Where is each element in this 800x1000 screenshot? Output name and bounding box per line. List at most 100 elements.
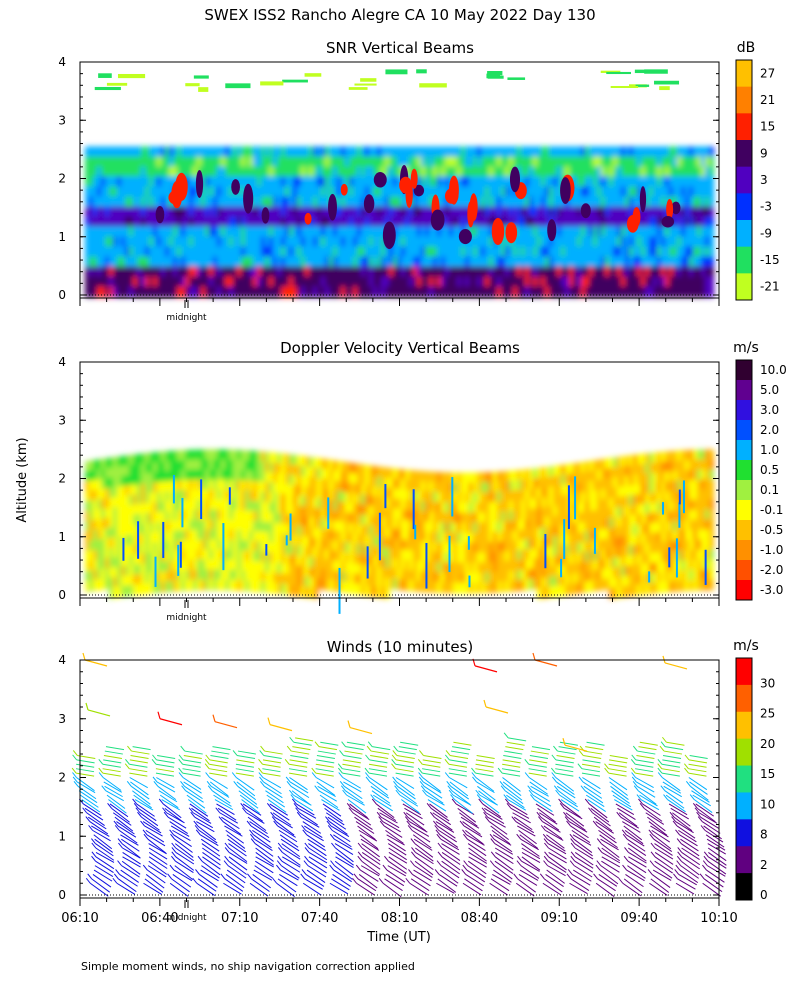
snr-cell [485, 166, 490, 178]
velocity-cell [441, 552, 446, 564]
snr-cell [109, 146, 114, 158]
velocity-cell [353, 533, 358, 545]
velocity-cell [473, 582, 478, 594]
velocity-cell [113, 467, 118, 479]
snr-cell [693, 216, 698, 228]
snr-cell [669, 186, 674, 198]
snr-cell [337, 196, 342, 208]
velocity-cell [705, 459, 710, 471]
velocity-cell [233, 569, 238, 581]
velocity-cell [681, 510, 686, 522]
snr-panel-title: SNR Vertical Beams [326, 39, 474, 57]
velocity-cell [317, 528, 322, 540]
snr-cell [149, 176, 154, 188]
velocity-cell [533, 558, 538, 570]
velocity-cell [305, 476, 310, 488]
snr-cell [673, 176, 678, 188]
snr-cell [257, 186, 262, 198]
velocity-cell [241, 470, 246, 482]
snr-cell [437, 196, 442, 208]
velocity-cell [365, 585, 370, 597]
snr-cell [249, 206, 254, 218]
velocity-cell [197, 489, 202, 501]
velocity-cell [317, 578, 322, 590]
velocity-cell [221, 479, 226, 491]
snr-cell [165, 226, 170, 238]
snr-cell [677, 206, 682, 218]
snr-cell [249, 156, 254, 168]
snr-cell [545, 156, 550, 168]
snr-cell [669, 256, 674, 268]
velocity-cell [193, 489, 198, 501]
snr-cell [613, 196, 618, 208]
velocity-cell [101, 518, 106, 530]
velocity-cell [373, 516, 378, 528]
velocity-cell [321, 518, 326, 530]
velocity-cell [669, 561, 674, 573]
snr-cell [429, 226, 434, 238]
velocity-cell [181, 500, 186, 512]
velocity-cell [493, 531, 498, 543]
velocity-cell [337, 511, 342, 523]
snr-cell [533, 226, 538, 238]
velocity-cell [641, 493, 646, 505]
snr-cell [289, 186, 294, 198]
velocity-cell [437, 492, 442, 504]
snr-cell [117, 196, 122, 208]
snr-cell [417, 236, 422, 248]
snr-cell [693, 146, 698, 158]
velocity-cell [265, 581, 270, 593]
snr-upper-echo [659, 86, 670, 91]
velocity-cell [229, 539, 234, 551]
snr-cell [189, 276, 194, 288]
snr-cell [665, 286, 670, 298]
snr-cell [125, 246, 130, 258]
snr-cell [293, 236, 298, 248]
snr-cell [361, 196, 366, 208]
snr-cell [137, 276, 142, 288]
velocity-cell [189, 509, 194, 521]
wind-barb-shaft [116, 882, 136, 895]
snr-cell [557, 226, 562, 238]
snr-cell [417, 226, 422, 238]
wind-barb-shaft [142, 821, 162, 834]
wind-barb [82, 807, 105, 826]
snr-cell [393, 166, 398, 178]
velocity-cell [437, 512, 442, 524]
velocity-cell [297, 505, 302, 517]
snr-cell [301, 216, 306, 228]
snr-cell [241, 236, 246, 248]
snr-cell [605, 156, 610, 168]
snr-cell [93, 236, 98, 248]
snr-cell [229, 256, 234, 268]
velocity-cell [305, 486, 310, 498]
velocity-cell [225, 559, 230, 571]
snr-cell [457, 216, 462, 228]
snr-cell [621, 256, 626, 268]
velocity-cell [349, 492, 354, 504]
snr-cell [669, 176, 674, 188]
snr-cell [533, 216, 538, 228]
snr-cell [461, 196, 466, 208]
velocity-cell [621, 556, 626, 568]
snr-cell [649, 216, 654, 228]
wind-barb [135, 807, 159, 827]
wind-barb-flag [142, 829, 148, 836]
snr-cell [501, 186, 506, 198]
snr-cell [521, 196, 526, 208]
snr-cell [313, 196, 318, 208]
snr-cell [585, 216, 590, 228]
snr-cell [109, 216, 114, 228]
snr-cell [529, 176, 534, 188]
velocity-cell [97, 529, 102, 541]
snr-cell [621, 206, 626, 218]
velocity-cell [709, 469, 714, 481]
velocity-cell [649, 492, 654, 504]
snr-cell [653, 246, 658, 258]
velocity-cell [613, 487, 618, 499]
velocity-cell [453, 472, 458, 484]
wind-barb-shaft [148, 847, 168, 860]
velocity-cell [533, 578, 538, 590]
snr-cell [701, 206, 706, 218]
snr-cell [365, 176, 370, 188]
